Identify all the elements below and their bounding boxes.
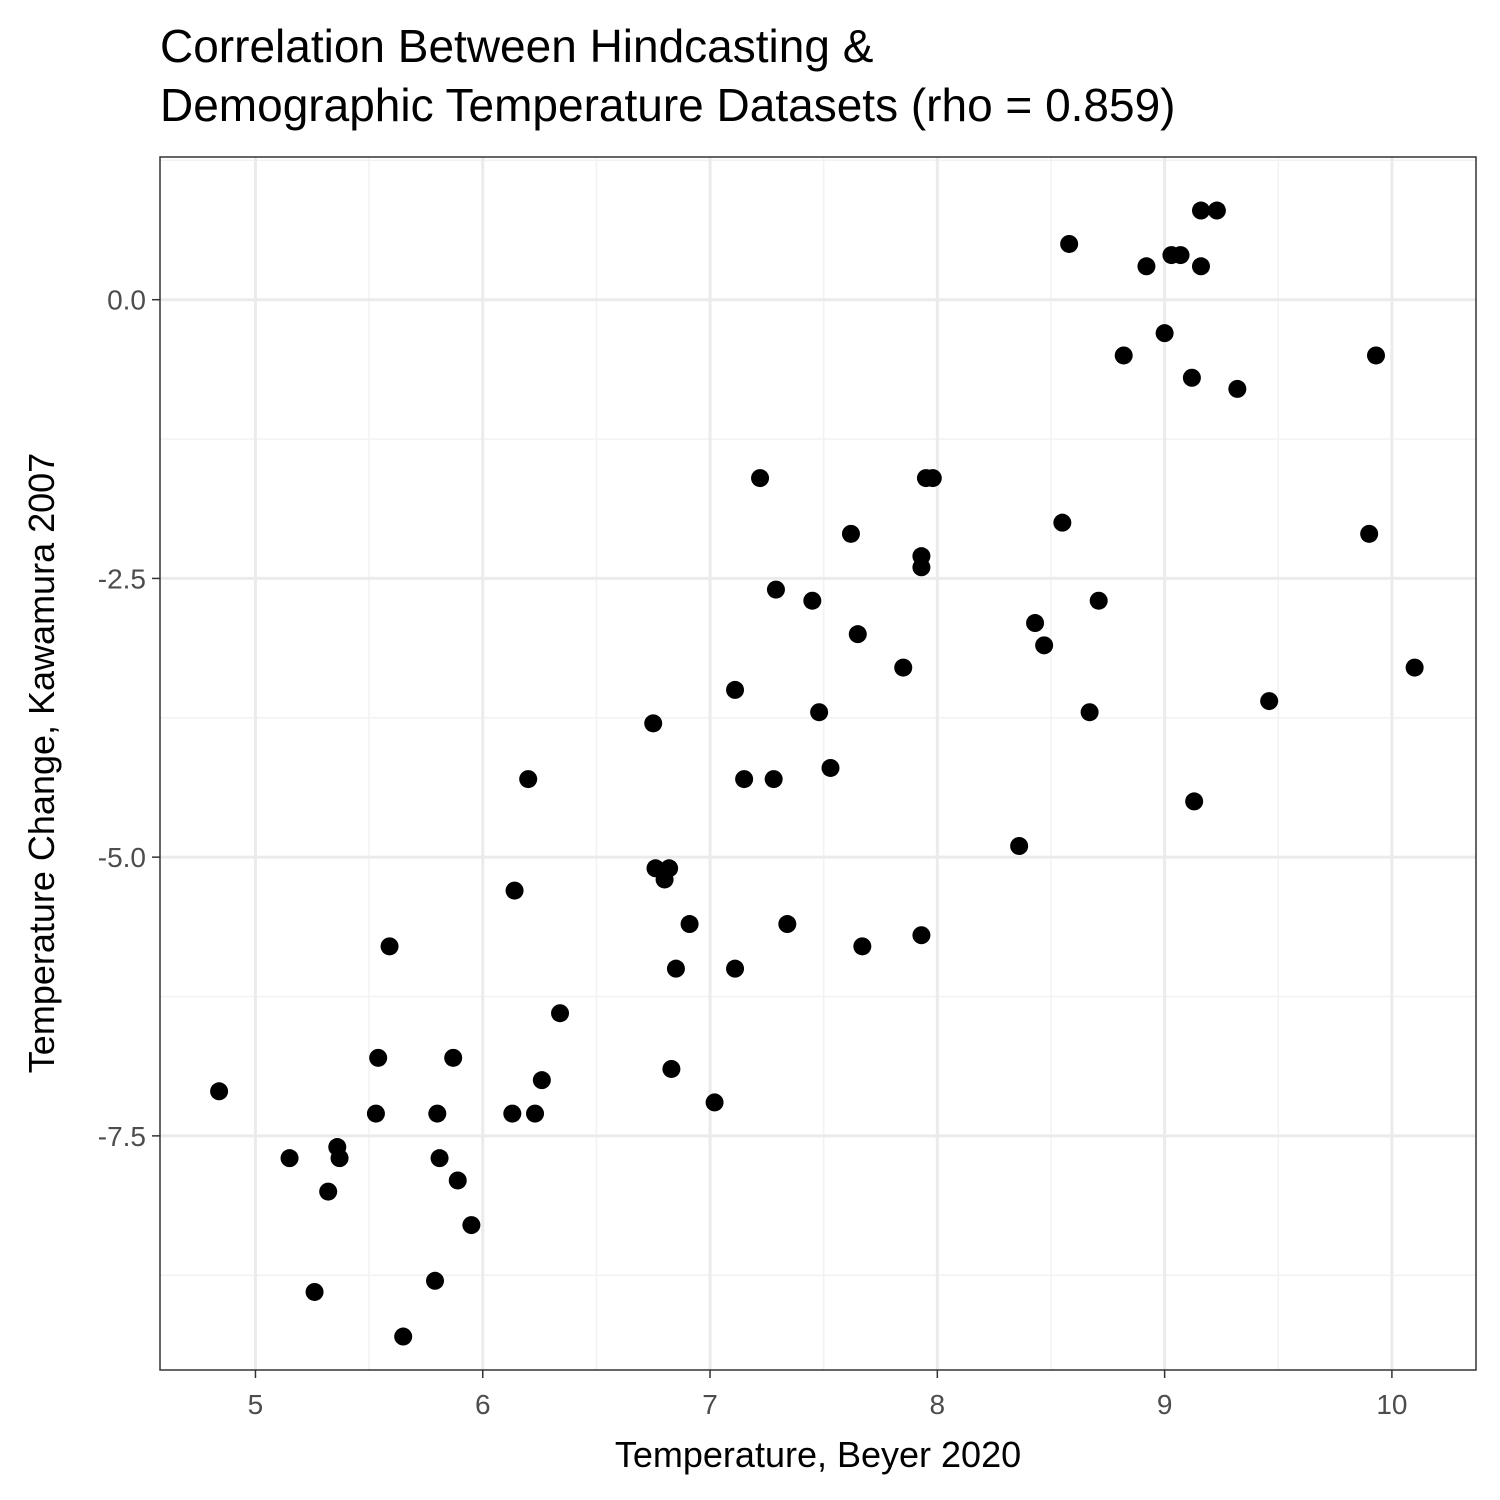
y-tick-label: 0.0 bbox=[107, 285, 146, 316]
data-point bbox=[1171, 246, 1190, 265]
data-point bbox=[505, 881, 524, 900]
data-point bbox=[330, 1149, 349, 1168]
panel-border bbox=[159, 156, 1477, 1371]
data-point bbox=[1405, 658, 1424, 677]
data-point bbox=[210, 1082, 229, 1101]
data-point bbox=[666, 959, 685, 978]
data-point bbox=[1366, 346, 1385, 365]
data-point bbox=[426, 1271, 445, 1290]
data-point bbox=[1191, 257, 1210, 276]
data-point bbox=[735, 770, 754, 789]
y-tick-label: -2.5 bbox=[98, 563, 146, 594]
data-point bbox=[912, 558, 931, 577]
data-point bbox=[751, 469, 770, 488]
data-point bbox=[430, 1149, 449, 1168]
data-point bbox=[1080, 703, 1099, 722]
x-tick-label: 9 bbox=[1157, 1389, 1173, 1420]
data-point bbox=[503, 1104, 522, 1123]
data-point bbox=[680, 915, 699, 934]
data-point bbox=[1089, 591, 1108, 610]
data-point bbox=[319, 1182, 338, 1201]
data-point bbox=[526, 1104, 545, 1123]
data-point bbox=[841, 524, 860, 543]
data-point bbox=[803, 591, 822, 610]
data-point bbox=[462, 1216, 481, 1235]
data-point bbox=[380, 937, 399, 956]
x-tick-label: 7 bbox=[702, 1389, 718, 1420]
data-point bbox=[1228, 379, 1247, 398]
data-point bbox=[519, 770, 538, 789]
chart-title-line-2: Demographic Temperature Datasets (rho = … bbox=[160, 79, 1176, 131]
data-point bbox=[726, 680, 745, 699]
data-point bbox=[1182, 368, 1201, 387]
data-point bbox=[1060, 234, 1079, 253]
data-points bbox=[210, 201, 1424, 1346]
data-point bbox=[532, 1071, 551, 1090]
data-point bbox=[366, 1104, 385, 1123]
data-point bbox=[1191, 201, 1210, 220]
data-point bbox=[1185, 792, 1204, 811]
data-point bbox=[1360, 524, 1379, 543]
data-point bbox=[280, 1149, 299, 1168]
data-point bbox=[726, 959, 745, 978]
data-point bbox=[428, 1104, 447, 1123]
data-point bbox=[778, 915, 797, 934]
data-point bbox=[1260, 692, 1279, 711]
x-tick-label: 6 bbox=[475, 1389, 491, 1420]
x-axis-title: Temperature, Beyer 2020 bbox=[615, 1434, 1021, 1475]
data-point bbox=[894, 658, 913, 677]
y-tick-label: -5.0 bbox=[98, 842, 146, 873]
data-point bbox=[369, 1048, 388, 1067]
data-point bbox=[848, 625, 867, 644]
data-point bbox=[448, 1171, 467, 1190]
data-point bbox=[705, 1093, 724, 1112]
data-point bbox=[305, 1282, 324, 1301]
data-point bbox=[810, 703, 829, 722]
data-point bbox=[764, 770, 783, 789]
data-point bbox=[1053, 513, 1072, 532]
data-point bbox=[1207, 201, 1226, 220]
data-point bbox=[853, 937, 872, 956]
y-axis-title: Temperature Change, Kawamura 2007 bbox=[21, 453, 62, 1073]
data-point bbox=[923, 469, 942, 488]
data-point bbox=[551, 1004, 570, 1023]
data-point bbox=[1035, 636, 1054, 655]
data-point bbox=[660, 859, 679, 878]
data-point bbox=[766, 580, 785, 599]
data-point bbox=[1155, 324, 1174, 343]
data-point bbox=[821, 758, 840, 777]
data-point bbox=[644, 714, 663, 733]
data-point bbox=[662, 1059, 681, 1078]
data-point bbox=[444, 1048, 463, 1067]
grid-lines bbox=[160, 157, 1476, 1370]
data-point bbox=[1137, 257, 1156, 276]
data-point bbox=[912, 926, 931, 945]
x-tick-label: 10 bbox=[1376, 1389, 1407, 1420]
data-point bbox=[394, 1327, 413, 1346]
y-tick-label: -7.5 bbox=[98, 1121, 146, 1152]
data-point bbox=[1010, 837, 1029, 856]
data-point bbox=[1114, 346, 1133, 365]
plot-panel bbox=[160, 157, 1476, 1370]
data-point bbox=[1026, 614, 1045, 633]
x-tick-label: 5 bbox=[248, 1389, 264, 1420]
axis-ticks: 5 6 7 8 9 10 0.0 -2.5 -5.0 -7.5 bbox=[98, 285, 1408, 1420]
x-tick-label: 8 bbox=[930, 1389, 946, 1420]
chart-title-line-1: Correlation Between Hindcasting & bbox=[160, 20, 873, 72]
